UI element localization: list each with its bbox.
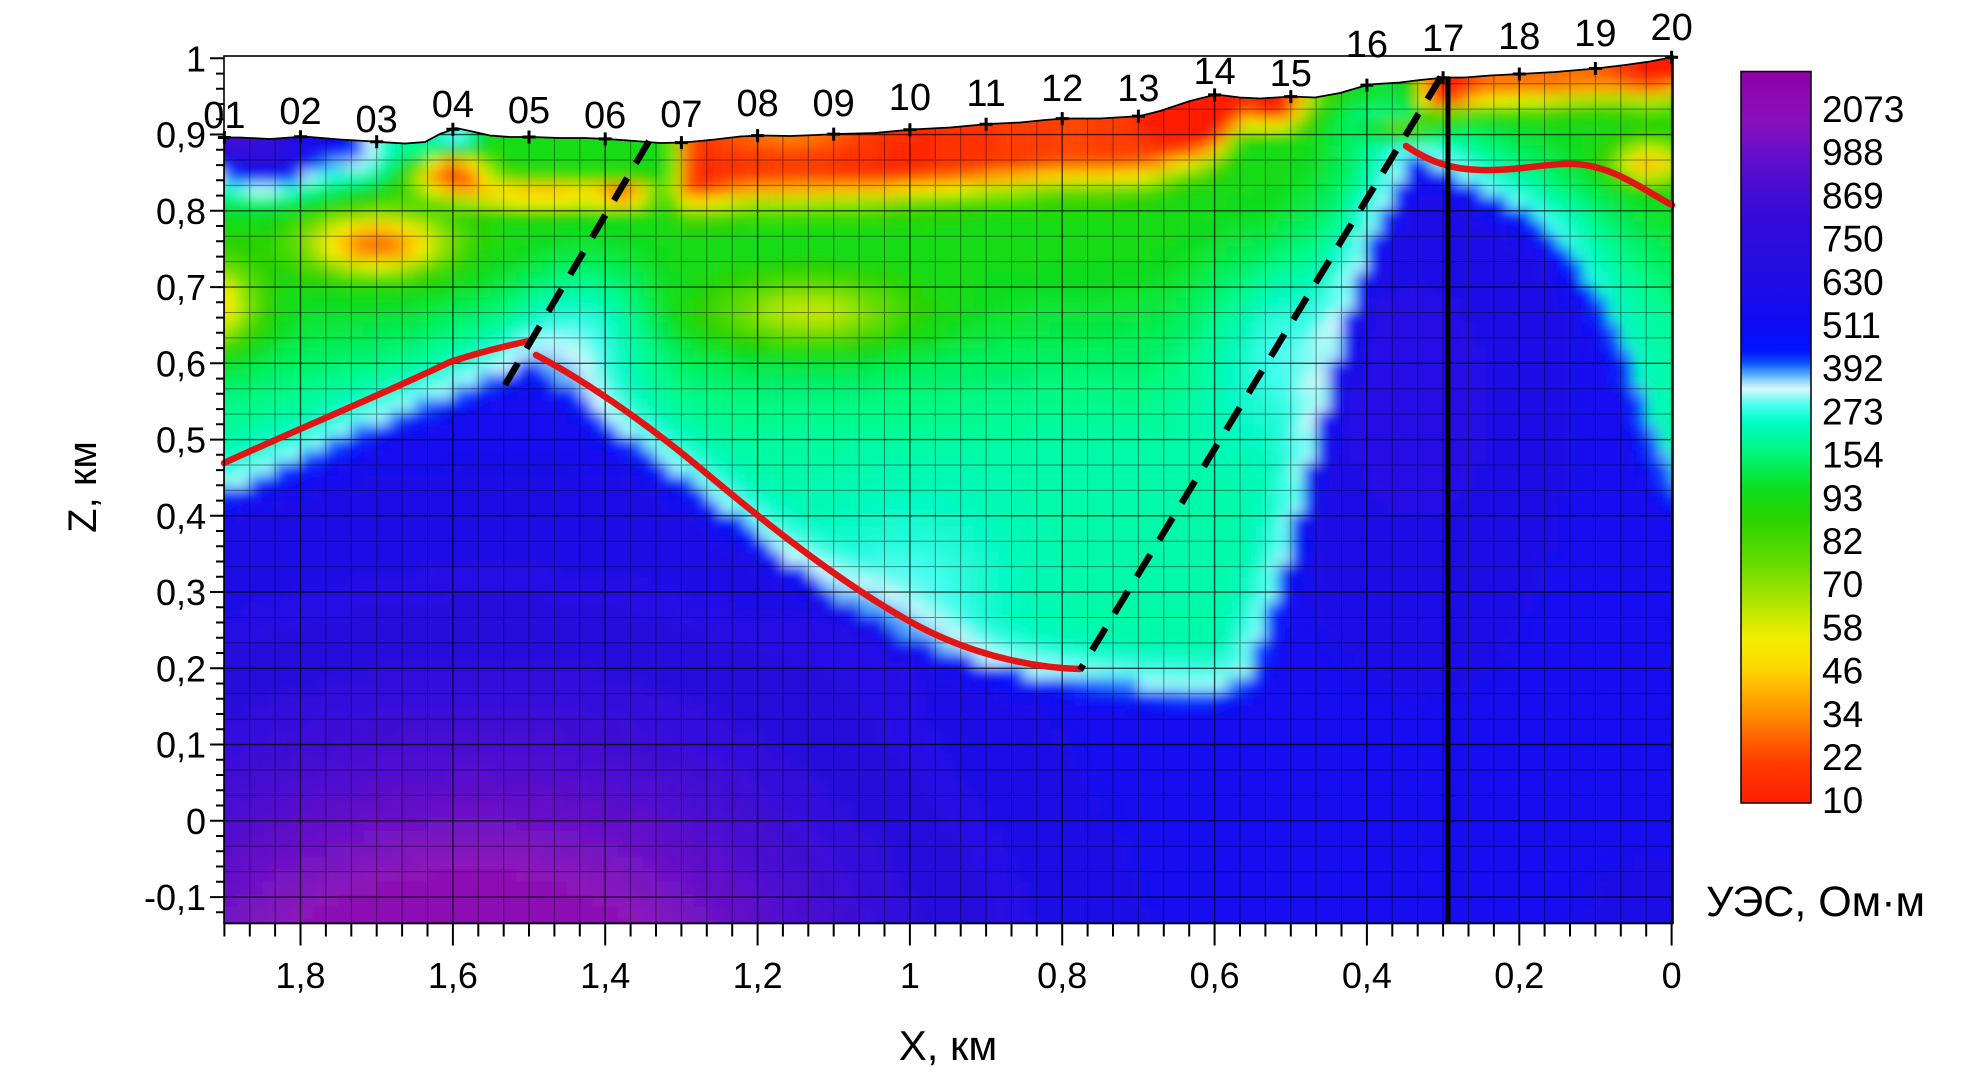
- svg-text:82: 82: [1822, 521, 1863, 562]
- svg-text:04: 04: [432, 84, 474, 126]
- svg-text:1: 1: [186, 38, 206, 79]
- svg-text:0,5: 0,5: [156, 420, 206, 461]
- svg-text:1,6: 1,6: [428, 955, 478, 996]
- svg-text:46: 46: [1822, 651, 1863, 692]
- svg-text:08: 08: [736, 83, 778, 125]
- svg-text:0,1: 0,1: [156, 725, 206, 766]
- svg-text:03: 03: [356, 99, 398, 141]
- svg-text:154: 154: [1822, 435, 1884, 476]
- svg-text:09: 09: [813, 83, 855, 125]
- svg-text:01: 01: [203, 95, 245, 137]
- svg-text:X, км: X, км: [899, 1022, 998, 1069]
- svg-text:1,8: 1,8: [275, 955, 325, 996]
- svg-text:16: 16: [1346, 24, 1388, 66]
- svg-text:07: 07: [660, 94, 702, 136]
- svg-text:15: 15: [1270, 53, 1312, 95]
- svg-text:11: 11: [966, 73, 1005, 115]
- svg-text:0,6: 0,6: [1190, 955, 1240, 996]
- svg-text:12: 12: [1041, 68, 1083, 110]
- svg-text:05: 05: [508, 90, 550, 132]
- svg-text:58: 58: [1822, 607, 1863, 648]
- svg-text:0: 0: [1662, 955, 1682, 996]
- svg-text:0,7: 0,7: [156, 267, 206, 308]
- svg-text:2073: 2073: [1822, 89, 1904, 130]
- svg-text:0,9: 0,9: [156, 115, 206, 156]
- svg-text:10: 10: [1822, 780, 1863, 821]
- svg-text:1,2: 1,2: [733, 955, 783, 996]
- svg-text:750: 750: [1822, 219, 1884, 260]
- svg-text:392: 392: [1822, 348, 1884, 389]
- svg-text:-0,1: -0,1: [144, 877, 206, 918]
- svg-text:0,6: 0,6: [156, 343, 206, 384]
- svg-text:93: 93: [1822, 478, 1863, 519]
- svg-text:06: 06: [584, 95, 626, 137]
- svg-text:0,3: 0,3: [156, 572, 206, 613]
- svg-text:19: 19: [1574, 13, 1616, 55]
- svg-text:0,2: 0,2: [156, 648, 206, 689]
- svg-text:Z, км: Z, км: [61, 441, 105, 533]
- svg-text:34: 34: [1822, 694, 1863, 735]
- svg-text:УЭС, Ом·м: УЭС, Ом·м: [1706, 878, 1925, 926]
- svg-text:0,4: 0,4: [156, 496, 206, 537]
- svg-text:20: 20: [1650, 7, 1692, 49]
- svg-text:0,2: 0,2: [1494, 955, 1544, 996]
- svg-text:273: 273: [1822, 391, 1884, 432]
- svg-text:1,4: 1,4: [580, 955, 630, 996]
- svg-text:10: 10: [889, 77, 931, 119]
- svg-text:511: 511: [1822, 305, 1881, 346]
- svg-text:02: 02: [279, 91, 321, 133]
- svg-text:18: 18: [1498, 16, 1540, 58]
- svg-text:17: 17: [1422, 18, 1464, 60]
- svg-text:14: 14: [1193, 51, 1235, 93]
- svg-text:1: 1: [900, 955, 920, 996]
- svg-text:0,8: 0,8: [156, 191, 206, 232]
- svg-text:988: 988: [1822, 132, 1884, 173]
- svg-text:0,4: 0,4: [1342, 955, 1392, 996]
- svg-text:22: 22: [1822, 737, 1863, 778]
- svg-text:630: 630: [1822, 262, 1884, 303]
- svg-text:0,8: 0,8: [1037, 955, 1087, 996]
- svg-text:70: 70: [1822, 564, 1863, 605]
- svg-text:869: 869: [1822, 175, 1884, 216]
- svg-text:0: 0: [186, 801, 206, 842]
- svg-text:13: 13: [1117, 68, 1159, 110]
